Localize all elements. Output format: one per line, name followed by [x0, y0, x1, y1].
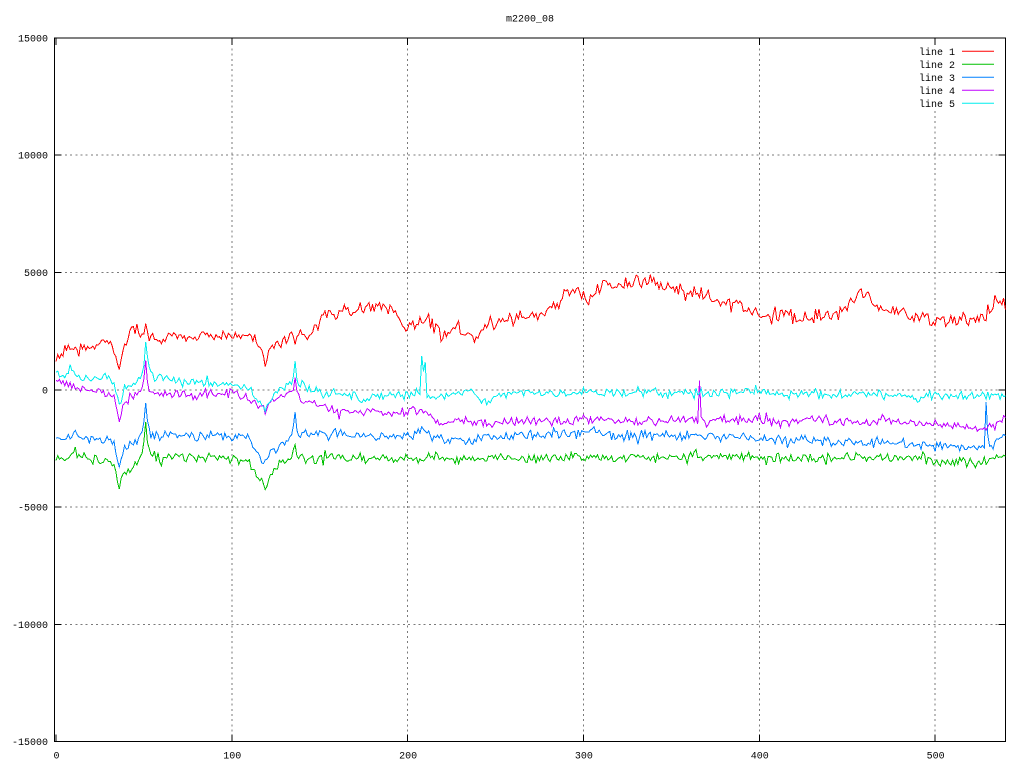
svg-text:-15000: -15000 [12, 738, 48, 749]
svg-text:m2200_08: m2200_08 [506, 15, 554, 26]
svg-text:line 2: line 2 [919, 60, 955, 72]
svg-text:5000: 5000 [24, 269, 48, 280]
svg-text:500: 500 [927, 752, 945, 763]
svg-text:line 3: line 3 [919, 73, 955, 85]
svg-text:line 1: line 1 [919, 47, 955, 59]
svg-text:line 4: line 4 [919, 86, 955, 98]
svg-text:0: 0 [42, 386, 48, 397]
svg-text:10000: 10000 [18, 152, 48, 163]
svg-text:line 5: line 5 [919, 99, 955, 111]
svg-text:15000: 15000 [18, 35, 48, 46]
svg-text:200: 200 [399, 752, 417, 763]
svg-text:100: 100 [223, 752, 241, 763]
svg-text:300: 300 [575, 752, 593, 763]
svg-text:0: 0 [53, 752, 59, 763]
svg-text:-5000: -5000 [18, 504, 48, 515]
svg-text:400: 400 [751, 752, 769, 763]
svg-text:-10000: -10000 [12, 621, 48, 632]
